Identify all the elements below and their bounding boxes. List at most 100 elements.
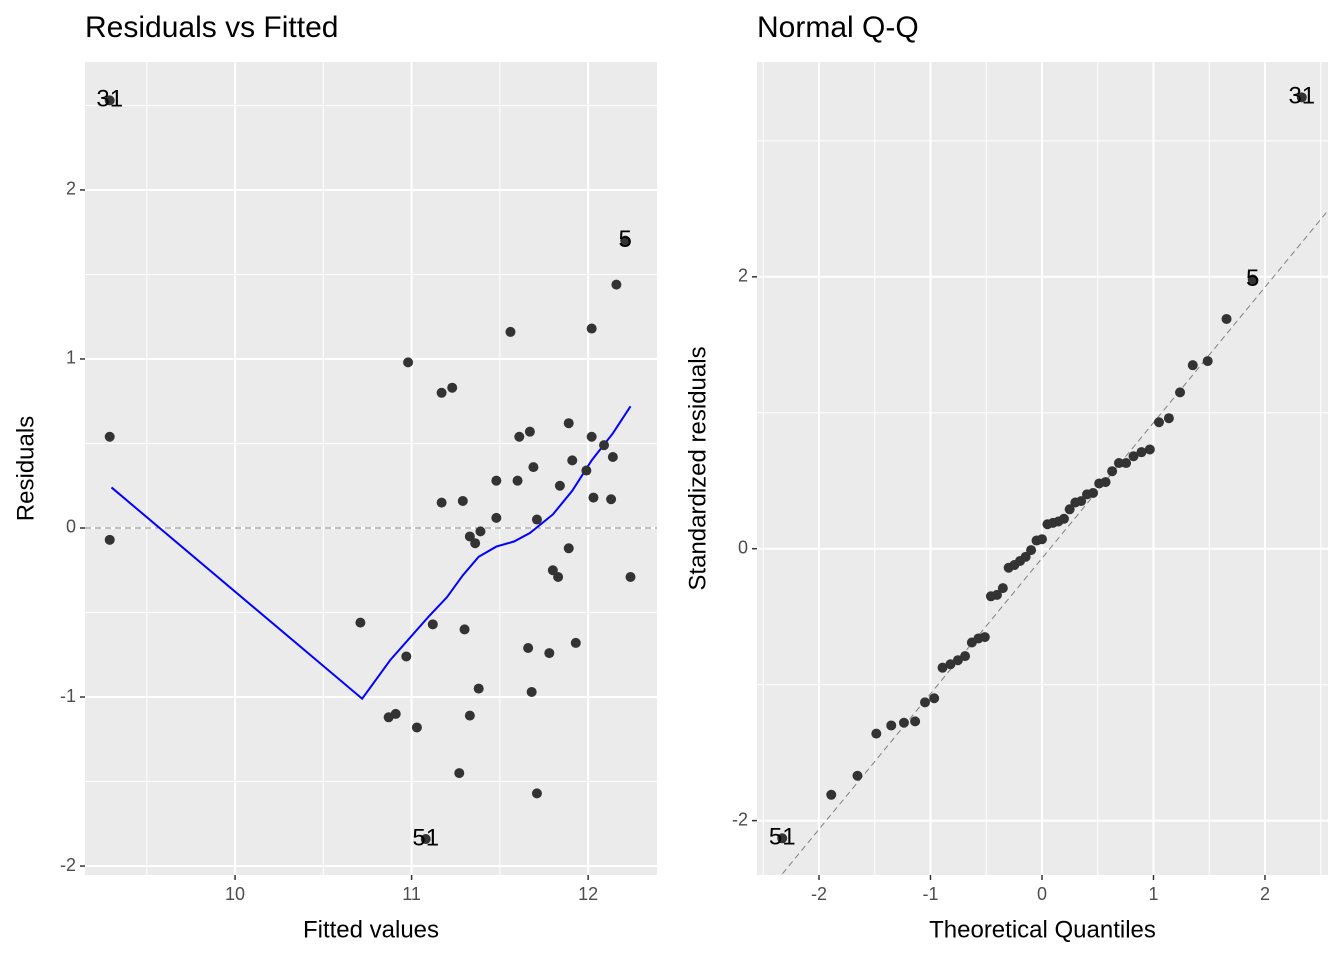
x-tick-label: 0 xyxy=(1037,884,1047,904)
point xyxy=(427,619,438,630)
point xyxy=(1202,356,1213,367)
point xyxy=(991,589,1002,600)
point xyxy=(586,323,597,334)
x-tick-label: 2 xyxy=(1260,884,1270,904)
point xyxy=(475,526,486,537)
point xyxy=(554,480,565,491)
y-tick-label: -2 xyxy=(60,855,76,875)
point xyxy=(567,455,578,466)
y-tick-label: -2 xyxy=(732,809,748,829)
x-tick-label: -2 xyxy=(811,884,827,904)
x-tick-label: 12 xyxy=(578,884,598,904)
point xyxy=(420,833,431,844)
point xyxy=(505,326,516,337)
point xyxy=(447,382,458,393)
point xyxy=(403,357,414,368)
point xyxy=(1175,387,1186,398)
y-tick-label: 2 xyxy=(738,266,748,286)
point xyxy=(1036,534,1047,545)
point xyxy=(588,492,599,503)
y-tick-label: 1 xyxy=(66,348,76,368)
point xyxy=(607,452,618,463)
point xyxy=(470,538,481,549)
point xyxy=(852,770,863,781)
point xyxy=(1100,477,1111,488)
point xyxy=(436,387,447,398)
point xyxy=(459,624,470,635)
point xyxy=(620,235,631,246)
point xyxy=(871,728,882,739)
point xyxy=(514,431,525,442)
point xyxy=(1088,487,1099,498)
y-tick-label: -1 xyxy=(60,686,76,706)
point xyxy=(581,465,592,476)
point xyxy=(625,572,636,583)
point xyxy=(929,693,940,704)
point xyxy=(1136,447,1147,458)
point-label: 51 xyxy=(412,824,439,851)
point xyxy=(390,708,401,719)
y-axis-title: Standardized residuals xyxy=(684,346,711,590)
x-tick-label: 1 xyxy=(1148,884,1158,904)
point xyxy=(544,648,555,659)
y-tick-label: 2 xyxy=(66,179,76,199)
chart-title: Residuals vs Fitted xyxy=(85,11,338,44)
point xyxy=(1187,360,1198,371)
point xyxy=(528,462,539,473)
point xyxy=(826,789,837,800)
point xyxy=(531,788,542,799)
point xyxy=(937,662,948,673)
point xyxy=(531,514,542,525)
point xyxy=(611,279,622,290)
point xyxy=(1113,458,1124,469)
y-axis-title: Residuals xyxy=(12,416,39,521)
point xyxy=(599,440,610,451)
point xyxy=(355,617,366,628)
panel-background xyxy=(85,62,657,875)
x-tick-label: 10 xyxy=(225,884,245,904)
point xyxy=(491,512,502,523)
point xyxy=(1064,504,1075,515)
point-label: 31 xyxy=(1288,83,1315,110)
point xyxy=(491,475,502,486)
x-tick-label: -1 xyxy=(922,884,938,904)
point xyxy=(1107,466,1118,477)
point xyxy=(104,95,115,106)
point xyxy=(512,475,523,486)
point xyxy=(1058,513,1069,524)
point xyxy=(777,833,788,844)
point xyxy=(436,497,447,508)
point-label: 5 xyxy=(619,226,632,253)
point xyxy=(104,534,115,545)
point xyxy=(606,494,617,505)
point xyxy=(473,683,484,694)
point xyxy=(920,697,931,708)
point xyxy=(1026,545,1037,556)
point xyxy=(1163,413,1174,424)
y-tick-label: 0 xyxy=(66,517,76,537)
point xyxy=(1247,274,1258,285)
point xyxy=(1076,496,1087,507)
point xyxy=(1020,551,1031,562)
point xyxy=(454,768,465,779)
point xyxy=(1144,444,1155,455)
point xyxy=(1296,92,1307,103)
point xyxy=(401,651,412,662)
y-tick-label: 0 xyxy=(738,537,748,557)
point-label: 51 xyxy=(769,824,796,851)
chart-title: Normal Q-Q xyxy=(757,11,919,44)
point xyxy=(1153,417,1164,428)
point xyxy=(1221,313,1232,324)
point xyxy=(979,632,990,643)
point xyxy=(524,426,535,437)
point xyxy=(586,431,597,442)
point xyxy=(563,418,574,429)
point xyxy=(997,583,1008,594)
point xyxy=(553,572,564,583)
point xyxy=(886,720,897,731)
x-tick-label: 11 xyxy=(402,884,421,904)
point xyxy=(910,716,921,727)
point xyxy=(570,637,581,648)
point xyxy=(547,565,558,576)
